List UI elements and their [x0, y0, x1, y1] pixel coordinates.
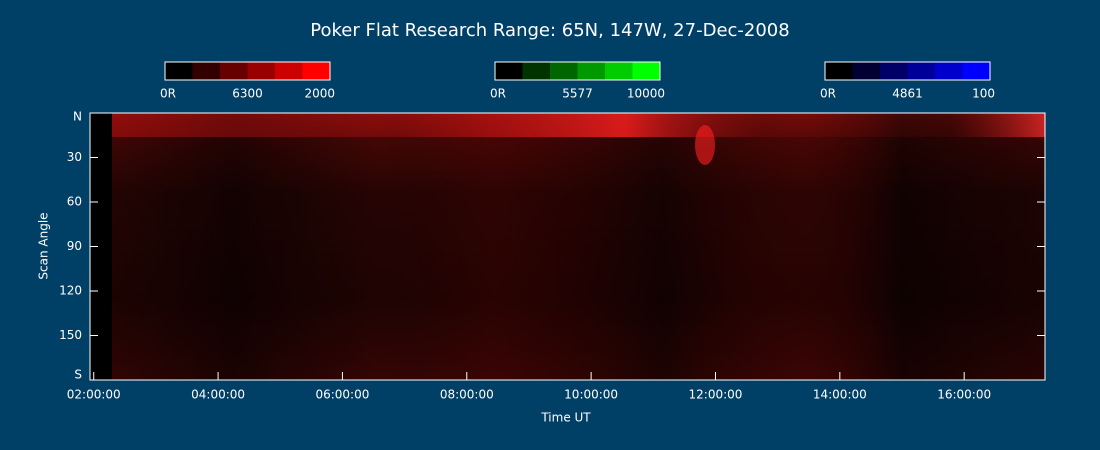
y-tick-label: 30 [67, 150, 82, 164]
colorbar-mid-label: 6300 [232, 87, 263, 101]
colorbar-segment [632, 62, 660, 80]
colorbar-segment [275, 62, 303, 80]
y-tick-label: 150 [59, 328, 82, 342]
y-tick-label: 90 [67, 239, 82, 253]
colorbar-segment [962, 62, 990, 80]
colorbar-segment [825, 62, 853, 80]
colorbar-max-label: 100 [972, 87, 995, 101]
x-tick-label: 16:00:00 [937, 388, 991, 402]
x-tick-label: 14:00:00 [813, 388, 867, 402]
colorbar-segment [907, 62, 935, 80]
colorbar-frame [164, 61, 331, 81]
colorbar-segment [495, 62, 523, 80]
colorbar-frame [824, 61, 991, 81]
colorbar-segment [247, 62, 275, 80]
colorbar-frame [494, 61, 661, 81]
y-axis-label: Scan Angle [37, 212, 51, 279]
colorbar-min-label: 0R [490, 87, 506, 101]
colorbar-mid-label: 4861 [892, 87, 923, 101]
colorbar-segment [522, 62, 550, 80]
colorbar-min-label: 0R [820, 87, 836, 101]
colorbar-segment [577, 62, 605, 80]
colorbar-segment [220, 62, 248, 80]
y-tick-label: S [74, 368, 82, 382]
x-tick-label: 02:00:00 [67, 388, 121, 402]
keogram-image [90, 113, 1045, 380]
colorbar-segment [852, 62, 880, 80]
x-tick-label: 08:00:00 [440, 388, 494, 402]
colorbar-segment [302, 62, 330, 80]
x-tick-label: 10:00:00 [564, 388, 618, 402]
colorbar-max-label: 2000 [304, 87, 335, 101]
x-axis-label: Time UT [540, 411, 591, 425]
y-tick-label: N [73, 110, 82, 124]
colorbar-mid-label: 5577 [562, 87, 593, 101]
colorbar-segment [935, 62, 963, 80]
colorbar-max-label: 10000 [627, 87, 665, 101]
colorbar-segment [605, 62, 633, 80]
x-tick-label: 06:00:00 [315, 388, 369, 402]
chart-title: Poker Flat Research Range: 65N, 147W, 27… [310, 20, 789, 41]
colorbar-segment [880, 62, 908, 80]
colorbar-segment [550, 62, 578, 80]
x-tick-label: 04:00:00 [191, 388, 245, 402]
colorbar-segment [192, 62, 220, 80]
x-tick-label: 12:00:00 [689, 388, 743, 402]
colorbar-min-label: 0R [160, 87, 176, 101]
y-tick-label: 60 [67, 195, 82, 209]
y-tick-label: 120 [59, 284, 82, 298]
colorbar-segment [165, 62, 193, 80]
